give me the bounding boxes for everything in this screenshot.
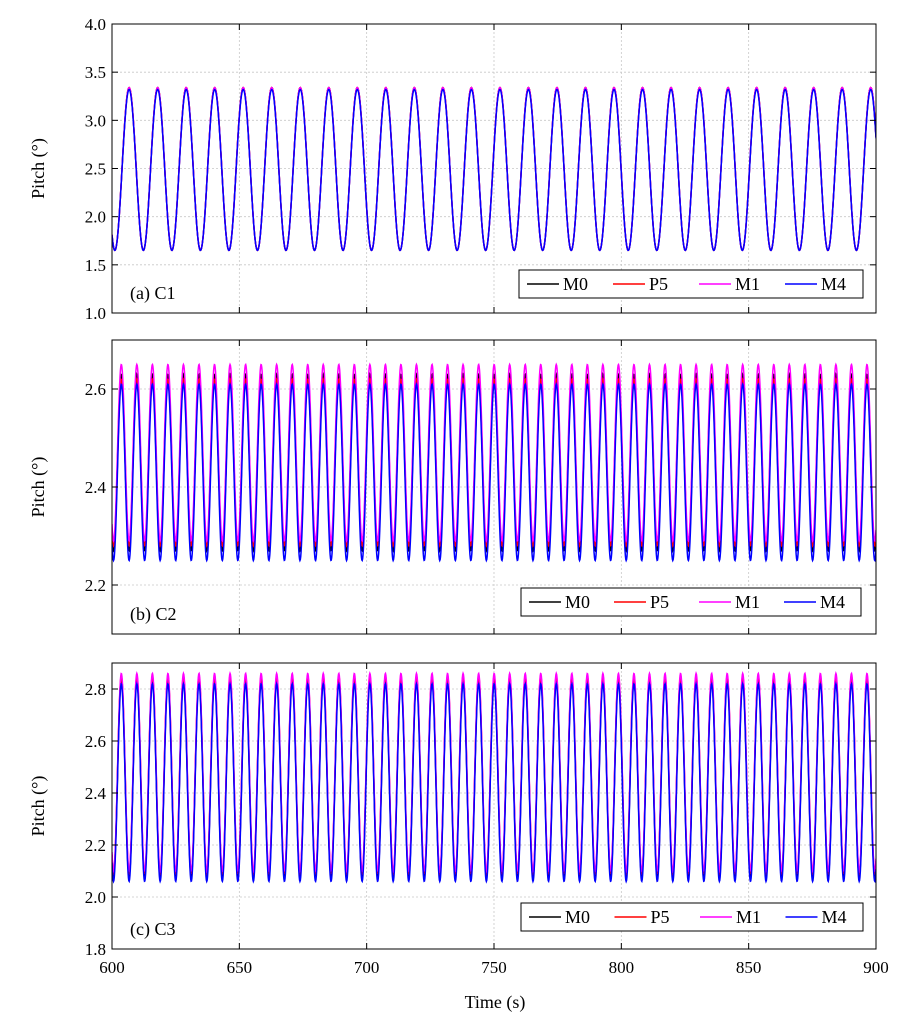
y-tick-label: 2.6 — [85, 732, 106, 751]
series-line-m4 — [112, 381, 876, 563]
panel-label: (c) C3 — [130, 919, 175, 940]
series-line-m4 — [112, 88, 876, 252]
legend-label-m4: M4 — [821, 274, 846, 294]
y-tick-label: 2.5 — [85, 160, 106, 179]
panel-2: 2.2 2.4 2.6 Pitch (°) (b) C2 M0 P5 M1 M4 — [28, 339, 877, 635]
legend-box — [520, 902, 864, 932]
x-tick-label: 650 — [227, 958, 253, 977]
legend: M0 P5 M1 M4 — [520, 902, 864, 932]
panel-1: 1.0 1.5 2.0 2.5 3.0 3.5 4.0 Pitch (°) (a) C1 M0 P5… — [28, 15, 877, 323]
legend-label-m0: M0 — [565, 907, 590, 927]
y-tick-label: 1.5 — [85, 256, 106, 275]
y-tick-label: 2.4 — [85, 784, 107, 803]
panel-3: 1.8 2.0 2.2 2.4 2.6 2.8 600 650 700 750 800 850 900 P… — [28, 662, 889, 977]
y-tick-label: 4.0 — [85, 15, 106, 34]
legend-label-m0: M0 — [565, 592, 590, 612]
panel-label: (b) C2 — [130, 604, 177, 625]
y-tick-label: 2.0 — [85, 208, 106, 227]
legend-label-m1: M1 — [735, 592, 760, 612]
legend-label-p5: P5 — [651, 907, 670, 927]
series-line-m4 — [112, 681, 876, 884]
y-tick-label: 2.2 — [85, 576, 106, 595]
x-axis-label: Time (s) — [465, 992, 526, 1013]
legend-label-m0: M0 — [563, 274, 588, 294]
legend-label-m1: M1 — [736, 907, 761, 927]
y-tick-label: 1.8 — [85, 940, 106, 959]
y-tick-label: 2.4 — [85, 478, 107, 497]
legend-label-p5: P5 — [649, 274, 668, 294]
legend-label-m4: M4 — [822, 907, 847, 927]
legend-label-m4: M4 — [820, 592, 845, 612]
legend: M0 P5 M1 M4 — [520, 587, 862, 617]
legend-label-p5: P5 — [650, 592, 669, 612]
legend: M0 P5 M1 M4 — [518, 269, 864, 299]
y-tick-label: 3.5 — [85, 63, 106, 82]
y-tick-label: 2.8 — [85, 680, 106, 699]
legend-box — [518, 269, 864, 299]
y-tick-label: 2.6 — [85, 380, 106, 399]
x-tick-label: 850 — [736, 958, 762, 977]
x-tick-label: 600 — [99, 958, 125, 977]
y-axis-label: Pitch (°) — [28, 776, 49, 837]
x-tick-label: 900 — [863, 958, 889, 977]
x-tick-label: 700 — [354, 958, 380, 977]
panel-label: (a) C1 — [130, 283, 175, 304]
y-tick-label: 2.2 — [85, 836, 106, 855]
y-tick-label: 1.0 — [85, 304, 106, 323]
x-tick-label: 750 — [481, 958, 507, 977]
legend-label-m1: M1 — [735, 274, 760, 294]
y-tick-label: 3.0 — [85, 111, 106, 130]
y-tick-label: 2.0 — [85, 888, 106, 907]
y-axis-label: Pitch (°) — [28, 457, 49, 518]
y-axis-label: Pitch (°) — [28, 138, 49, 199]
x-tick-label: 800 — [609, 958, 635, 977]
